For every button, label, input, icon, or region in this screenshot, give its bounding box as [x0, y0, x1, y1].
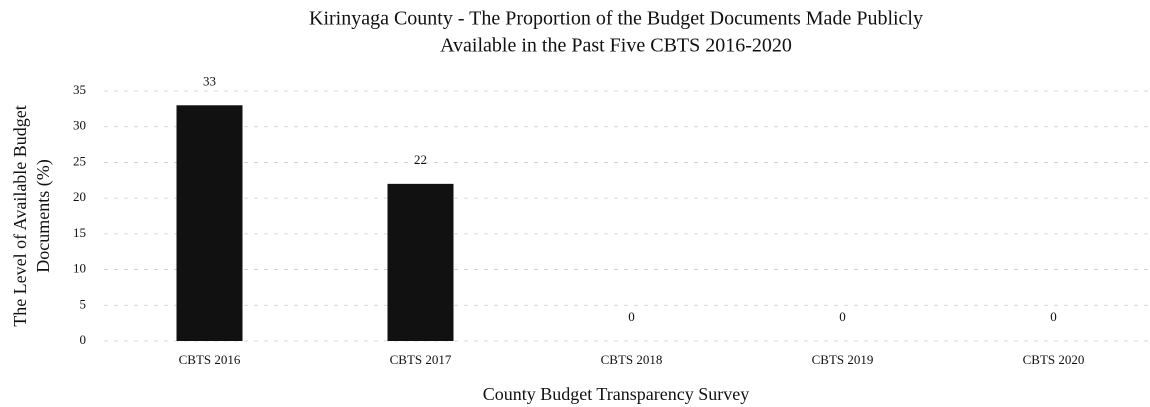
x-tick-label: CBTS 2016	[179, 352, 241, 367]
chart-title: Available in the Past Five CBTS 2016-202…	[440, 35, 792, 57]
value-label: 33	[203, 73, 216, 88]
y-tick-label: 15	[73, 225, 86, 240]
value-label: 22	[414, 152, 427, 167]
y-tick-label: 10	[73, 261, 86, 276]
y-tick-label: 0	[80, 332, 87, 347]
x-tick-label: CBTS 2017	[390, 352, 452, 367]
x-tick-label: CBTS 2019	[812, 352, 874, 367]
bar	[387, 183, 454, 341]
chart-title: Kirinyaga County - The Proportion of the…	[309, 8, 923, 30]
y-tick-label: 20	[73, 189, 86, 204]
value-label: 0	[839, 309, 846, 324]
value-label: 0	[1050, 309, 1057, 324]
y-tick-label: 25	[73, 153, 86, 168]
y-tick-label: 5	[80, 296, 87, 311]
x-axis-label: County Budget Transparency Survey	[483, 384, 749, 404]
y-tick-label: 30	[73, 118, 86, 133]
bar	[176, 105, 243, 342]
value-label: 0	[628, 309, 635, 324]
x-tick-label: CBTS 2020	[1023, 352, 1085, 367]
y-tick-label: 35	[73, 82, 86, 97]
y-axis-label: The Level of Available Budget	[10, 105, 30, 327]
x-tick-label: CBTS 2018	[601, 352, 663, 367]
y-axis-label: Documents (%)	[33, 159, 54, 272]
